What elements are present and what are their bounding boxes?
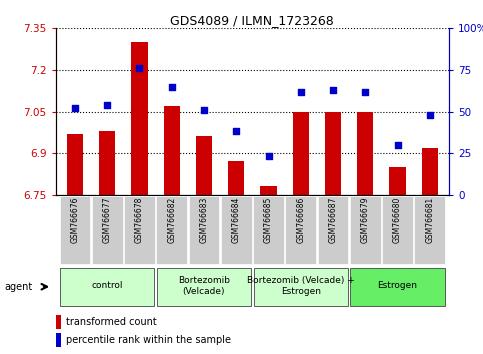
Bar: [164, 106, 180, 195]
Text: agent: agent: [5, 282, 33, 292]
Bar: [350, 196, 381, 264]
Bar: [221, 196, 252, 264]
Point: [297, 89, 305, 95]
Text: percentile rank within the sample: percentile rank within the sample: [66, 335, 231, 345]
Bar: [254, 268, 348, 306]
Point: [71, 105, 79, 111]
Bar: [67, 134, 83, 195]
Text: GSM766684: GSM766684: [232, 197, 241, 243]
Bar: [382, 196, 413, 264]
Bar: [60, 268, 155, 306]
Bar: [293, 112, 309, 195]
Text: Bortezomib
(Velcade): Bortezomib (Velcade): [178, 276, 230, 296]
Point: [168, 84, 175, 89]
Bar: [285, 196, 316, 264]
Point: [136, 65, 143, 71]
Point: [200, 107, 208, 113]
Point: [329, 87, 337, 93]
Text: GSM766682: GSM766682: [167, 197, 176, 243]
Point: [232, 129, 240, 134]
Bar: [92, 196, 123, 264]
Bar: [124, 196, 155, 264]
Bar: [156, 196, 187, 264]
Text: Estrogen: Estrogen: [378, 281, 418, 290]
Text: GSM766677: GSM766677: [103, 197, 112, 243]
Bar: [325, 112, 341, 195]
Point: [103, 102, 111, 108]
Bar: [157, 268, 251, 306]
Point: [394, 142, 401, 148]
Bar: [99, 131, 115, 195]
Bar: [59, 196, 90, 264]
Bar: [189, 196, 219, 264]
Title: GDS4089 / ILMN_1723268: GDS4089 / ILMN_1723268: [170, 14, 334, 27]
Bar: [131, 42, 147, 195]
Bar: [260, 186, 277, 195]
Point: [426, 112, 434, 118]
Point: [265, 154, 272, 159]
Text: GSM766686: GSM766686: [296, 197, 305, 243]
Text: GSM766687: GSM766687: [328, 197, 338, 243]
Bar: [253, 196, 284, 264]
Bar: [389, 167, 406, 195]
Text: GSM766678: GSM766678: [135, 197, 144, 243]
Text: GSM766681: GSM766681: [426, 197, 434, 243]
Bar: [318, 196, 348, 264]
Bar: [357, 112, 373, 195]
Text: GSM766676: GSM766676: [71, 197, 79, 243]
Text: GSM766679: GSM766679: [361, 197, 370, 243]
Bar: [350, 268, 445, 306]
Point: [361, 89, 369, 95]
Text: GSM766683: GSM766683: [199, 197, 209, 243]
Text: GSM766680: GSM766680: [393, 197, 402, 243]
Bar: [422, 148, 438, 195]
Text: control: control: [91, 281, 123, 290]
Text: Bortezomib (Velcade) +
Estrogen: Bortezomib (Velcade) + Estrogen: [247, 276, 355, 296]
Text: transformed count: transformed count: [66, 317, 157, 327]
Bar: [414, 196, 445, 264]
Bar: [196, 137, 212, 195]
Text: GSM766685: GSM766685: [264, 197, 273, 243]
Bar: [228, 161, 244, 195]
